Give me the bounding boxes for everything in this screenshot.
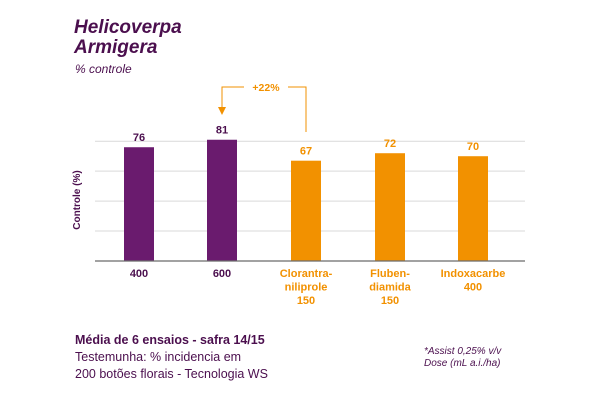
y-axis-label: Controle (%) [72,170,83,229]
chart-subtitle: % controle [75,62,132,76]
x-tick-label: 400 [464,282,482,294]
x-tick-label: 600 [213,268,231,280]
bar-value-label: 76 [133,132,145,144]
annotation-bg [244,80,288,94]
x-tick-label: 150 [381,295,399,307]
footer-line-3: 200 botões florais - Tecnologia WS [75,367,268,381]
footer-line-1: Média de 6 ensaios - safra 14/15 [75,333,265,347]
x-tick-label: Fluben- [370,268,410,280]
x-tick-label: diamida [369,282,411,294]
bar [375,153,405,261]
dose-note: *Assist 0,25% v/v Dose (mL a.i./ha) [424,346,501,370]
footer-line-2: Testemunha: % incidencia em [75,350,242,364]
comparison-annotation: +22% [252,82,280,94]
bar [207,139,237,261]
bar [291,160,321,261]
chart-title-line-2: Armigera [74,37,158,58]
dose-note-line-1: *Assist 0,25% v/v [424,346,502,357]
bar-value-label: 70 [467,141,479,153]
x-tick-label: 150 [297,295,315,307]
x-tick-label: Indoxacarbe [441,268,506,280]
dose-note-line-2: Dose (mL a.i./ha) [424,358,501,369]
bar-value-label: 81 [216,125,228,137]
bar [124,147,154,261]
bar-value-label: 67 [300,146,312,158]
bar-chart: Controle (%) 76 400 81 600 67 Clorantra-nilipr… [72,80,525,307]
footer-notes: Média de 6 ensaios - safra 14/15 Testemu… [75,332,268,383]
bar [458,156,488,261]
bar-value-label: 72 [384,138,396,150]
chart-title: Helicoverpa Armigera [74,18,182,58]
chart-title-line-1: Helicoverpa [74,17,182,38]
x-tick-label: niliprole [285,282,328,294]
x-tick-label: 400 [130,268,148,280]
comparison-arrow-icon [218,107,226,115]
x-tick-label: Clorantra- [280,268,333,280]
